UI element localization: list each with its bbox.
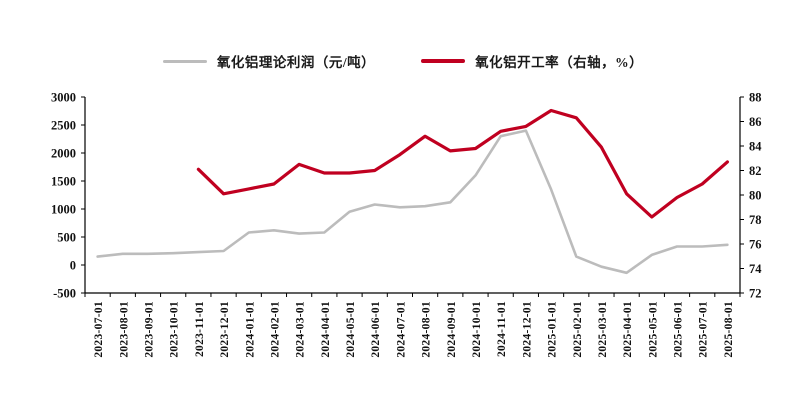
legend-line-profit-icon [162,59,207,63]
x-axis-tick-label: 2025-06-01 [673,301,685,358]
right-axis-tick-label: 74 [749,262,762,276]
x-axis-tick-label: 2025-05-01 [647,301,659,358]
right-axis-tick-label: 78 [749,213,762,227]
left-axis-tick-label: 500 [57,231,76,245]
x-axis-tick-label: 2023-07-01 [93,301,105,358]
line-chart: -500 0 500 1000 1500 2000 2500 3000 72 74 76 78 80 82… [51,91,762,358]
x-axis-tick-label: 2024-05-01 [345,301,357,358]
x-axis-tick-label: 2024-04-01 [320,301,332,358]
x-axis-tick-label: 2024-11-01 [496,301,508,357]
series-line-profit [96,129,729,275]
series-line-rate [196,108,730,219]
x-axis-tick-label: 2024-02-01 [269,301,281,358]
left-axis-tick-label: -500 [53,287,76,301]
x-axis-tick-label: 2024-03-01 [295,301,307,358]
x-axis-tick-label: 2025-04-01 [622,301,634,358]
x-axis-tick-label: 2024-07-01 [395,301,407,358]
x-axis-tick-label: 2025-03-01 [597,301,609,358]
legend-label-rate: 氧化铝开工率（右轴，%） [475,55,644,70]
x-axis-tick-label: 2023-10-01 [169,301,181,358]
right-axis-tick-label: 88 [749,91,762,105]
right-axis-tick-label: 82 [749,164,762,178]
x-axis-tick-label: 2024-01-01 [244,301,256,358]
legend-item-rate: 氧化铝开工率（右轴，%） [421,51,643,71]
legend-item-profit: 氧化铝理论利润（元/吨） [162,51,376,71]
left-axis-tick-label: 1500 [51,175,76,189]
legend-label-profit: 氧化铝理论利润（元/吨） [216,55,376,70]
right-axis-tick-label: 84 [749,140,762,154]
chart-legend: 氧化铝理论利润（元/吨） 氧化铝开工率（右轴，%） [0,0,806,72]
right-axis-tick-label: 80 [749,189,762,203]
right-axis-tick-label: 76 [749,238,762,252]
right-axis-tick-label: 86 [749,115,762,129]
left-axis-tick-label: 1000 [51,203,76,217]
left-axis-tick-label: 2000 [51,147,76,161]
x-axis-tick-label: 2023-08-01 [118,301,130,358]
x-axis-tick-label: 2025-07-01 [698,301,710,358]
legend-line-rate-icon [421,59,466,63]
left-axis-tick-label: 0 [70,259,76,273]
x-axis-tick-label: 2023-12-01 [219,301,231,358]
x-axis-tick-label: 2025-08-01 [723,301,735,358]
x-axis-tick-label: 2024-06-01 [370,301,382,358]
left-axis-tick-label: 2500 [51,119,76,133]
x-axis-tick-label: 2023-09-01 [143,301,155,358]
left-axis-tick-label: 3000 [51,91,76,105]
x-axis-tick-label: 2024-08-01 [421,301,433,358]
x-axis-tick-label: 2024-10-01 [471,301,483,358]
x-axis-tick-label: 2024-12-01 [521,301,533,358]
x-axis-tick-label: 2025-02-01 [572,301,584,358]
x-axis-tick-label: 2024-09-01 [446,301,458,358]
right-axis-tick-label: 72 [749,287,762,301]
x-axis-tick-label: 2023-11-01 [194,301,206,357]
x-axis-tick-label: 2025-01-01 [547,301,559,358]
